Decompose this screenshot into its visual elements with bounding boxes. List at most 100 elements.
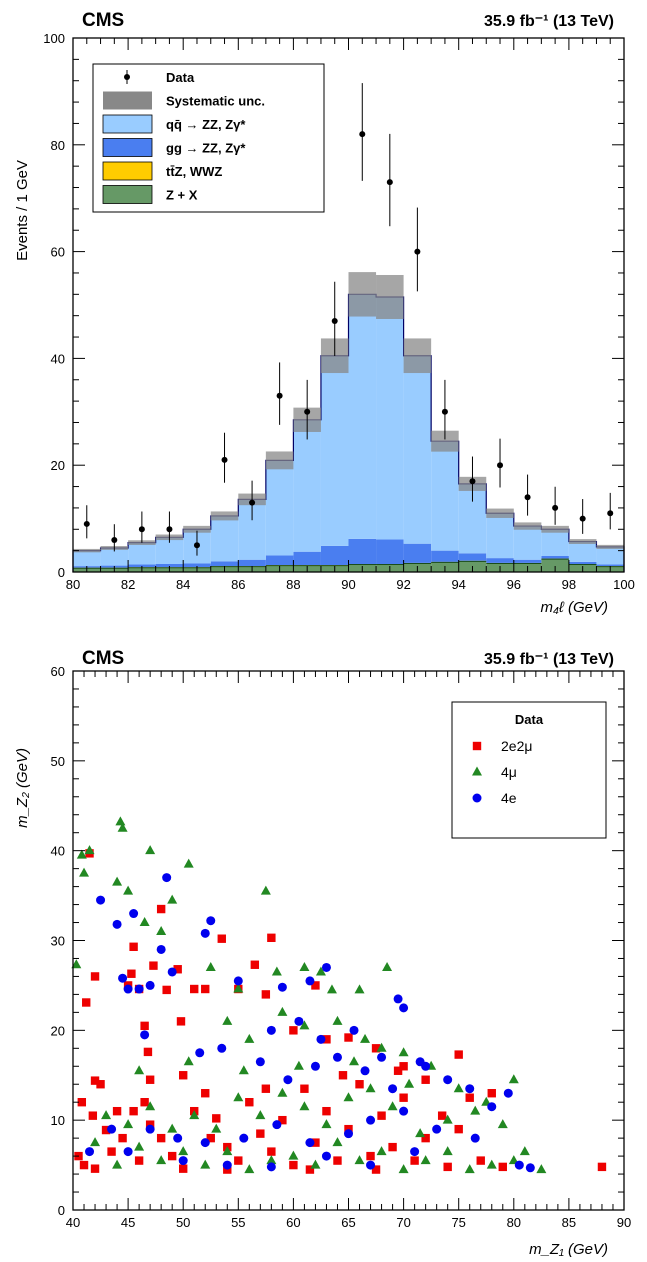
point-4mu — [79, 867, 90, 877]
point-4mu — [299, 1020, 310, 1030]
point-2e2mu — [322, 1106, 331, 1116]
data-point — [331, 318, 338, 325]
legend-label-data: Data — [166, 70, 195, 85]
point-2e2mu — [410, 1156, 419, 1165]
point-2e2mu — [289, 1160, 298, 1170]
point-4e — [239, 1133, 249, 1143]
x-tick-label: 88 — [286, 577, 300, 592]
point-2e2mu — [179, 1164, 188, 1173]
point-2e2mu — [173, 965, 182, 974]
point-4mu — [115, 816, 126, 826]
data-point — [386, 179, 393, 186]
legend-label-4mu: 4μ — [501, 764, 517, 780]
systematic-band — [348, 272, 377, 317]
bar-qqZZ — [128, 542, 156, 565]
point-4mu — [145, 1101, 156, 1111]
x-tick-label: 45 — [121, 1215, 135, 1230]
legend-marker-4e — [472, 793, 482, 803]
point-4mu — [178, 1146, 189, 1156]
legend-label-2e2mu: 2e2μ — [501, 738, 532, 754]
point-2e2mu — [311, 981, 320, 990]
point-2e2mu — [322, 1035, 331, 1044]
point-2e2mu — [267, 933, 276, 943]
point-4e — [410, 1147, 420, 1157]
point-4mu — [387, 1101, 398, 1111]
point-2e2mu — [90, 1076, 100, 1085]
x-tick-label: 92 — [396, 577, 410, 592]
bar-ggZZ — [486, 558, 514, 563]
point-4mu — [233, 1092, 244, 1102]
point-4mu — [76, 849, 87, 859]
point-2e2mu — [355, 1080, 364, 1089]
x-tick-label: 84 — [176, 577, 190, 592]
point-2e2mu — [201, 984, 210, 994]
bar-ggZZ — [265, 555, 294, 566]
bar-qqZZ — [513, 526, 542, 560]
point-2e2mu — [278, 1115, 287, 1125]
point-4e — [305, 1138, 315, 1148]
bar-ggZZ — [348, 538, 377, 564]
point-4e — [399, 1106, 409, 1116]
point-2e2mu — [129, 1106, 138, 1116]
luminosity-label-bottom: 35.9 fb⁻¹ (13 TeV) — [484, 651, 614, 668]
x-tick-label: 65 — [341, 1215, 355, 1230]
point-4mu — [288, 1150, 299, 1160]
bar-ggZZ — [210, 561, 239, 567]
point-4e — [310, 1061, 320, 1071]
x-tick-label: 40 — [66, 1215, 80, 1230]
point-4mu — [244, 1164, 255, 1174]
legend-label-4e: 4e — [501, 790, 517, 806]
point-4mu — [189, 1110, 200, 1120]
point-2e2mu — [245, 1098, 254, 1107]
point-4mu — [266, 1155, 277, 1165]
point-2e2mu — [127, 969, 136, 978]
point-4mu — [326, 984, 337, 994]
data-point — [83, 520, 90, 527]
point-4mu — [222, 1146, 233, 1156]
point-4e — [487, 1102, 497, 1112]
point-4e — [107, 1124, 117, 1134]
point-4mu — [453, 1083, 464, 1093]
data-point — [469, 478, 476, 485]
bar-qqZZ — [376, 296, 404, 540]
point-2e2mu — [421, 1133, 430, 1143]
point-2e2mu — [421, 1075, 430, 1084]
data-point — [276, 392, 283, 399]
bar-qqZZ — [431, 441, 459, 551]
data-point — [607, 510, 614, 517]
point-4mu — [376, 1042, 387, 1052]
point-4e — [123, 984, 133, 994]
point-4mu — [271, 966, 282, 976]
point-4mu — [464, 1164, 475, 1174]
point-4e — [200, 928, 210, 938]
point-4e — [162, 873, 172, 883]
point-4e — [321, 1151, 331, 1161]
point-2e2mu — [333, 1156, 342, 1165]
point-4mu — [156, 1155, 167, 1165]
y-tick-label: 40 — [51, 844, 65, 859]
bar-qqZZ — [541, 529, 569, 556]
systematic-band — [265, 451, 294, 470]
systematic-band — [376, 274, 404, 319]
point-4e — [266, 1162, 276, 1172]
point-2e2mu — [487, 1089, 496, 1098]
x-tick-label: 80 — [66, 577, 80, 592]
data-point — [359, 131, 366, 138]
point-2e2mu — [338, 1071, 348, 1080]
point-4mu — [84, 845, 95, 855]
point-4mu — [244, 1033, 255, 1043]
point-2e2mu — [201, 1089, 210, 1098]
point-2e2mu — [597, 1162, 607, 1172]
point-4e — [217, 1043, 227, 1053]
point-4mu — [442, 1114, 453, 1124]
point-4mu — [343, 1092, 354, 1102]
point-4mu — [360, 1033, 371, 1043]
point-2e2mu — [250, 960, 260, 969]
point-4mu — [123, 885, 134, 895]
legend-label-qqZZ: qq̄ → ZZ, Zγ* — [166, 117, 246, 132]
point-4mu — [321, 1119, 332, 1129]
point-2e2mu — [96, 1080, 105, 1089]
x-tick-label: 75 — [451, 1215, 465, 1230]
legend-marker-2e2mu — [472, 741, 482, 751]
